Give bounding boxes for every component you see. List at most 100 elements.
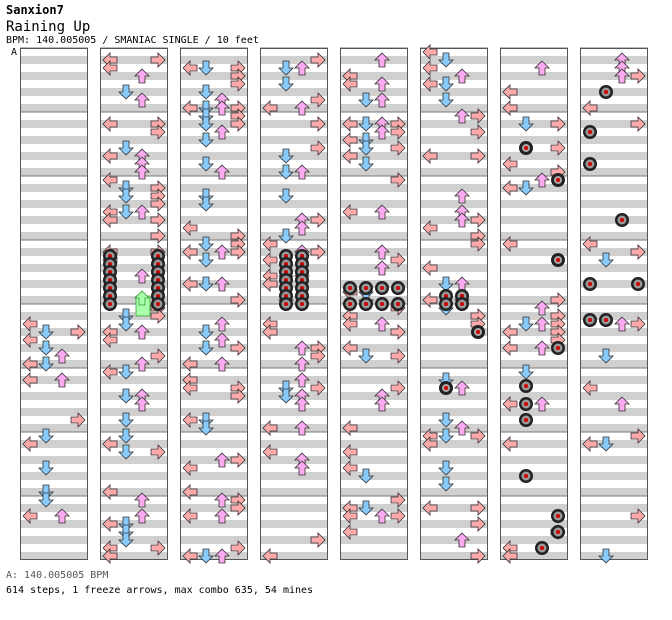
mine bbox=[551, 341, 565, 355]
beat-band bbox=[580, 248, 648, 256]
mine bbox=[375, 281, 389, 295]
arrow-down bbox=[358, 156, 374, 172]
mine bbox=[359, 297, 373, 311]
arrow-down bbox=[198, 236, 214, 252]
beat-band bbox=[180, 552, 248, 560]
arrow-down bbox=[198, 340, 214, 356]
beat-band bbox=[580, 184, 648, 192]
arrow-down bbox=[358, 468, 374, 484]
arrow-left bbox=[22, 372, 38, 388]
beat-band bbox=[260, 440, 328, 448]
mine bbox=[535, 541, 549, 555]
beat-band bbox=[260, 200, 328, 208]
arrow-down bbox=[38, 324, 54, 340]
beat-band bbox=[100, 536, 168, 544]
arrow-right bbox=[310, 348, 326, 364]
artist-name: Sanxion7 bbox=[6, 3, 64, 17]
beat-band bbox=[500, 360, 568, 368]
beat-band bbox=[340, 360, 408, 368]
beat-band bbox=[260, 488, 328, 496]
mine bbox=[519, 397, 533, 411]
arrow-down bbox=[438, 276, 454, 292]
beat-band bbox=[340, 184, 408, 192]
arrow-up bbox=[374, 52, 390, 68]
beat-band bbox=[420, 424, 488, 432]
mine bbox=[471, 325, 485, 339]
beat-band bbox=[580, 152, 648, 160]
beat-band bbox=[180, 488, 248, 496]
beat-band bbox=[500, 216, 568, 224]
beat-band bbox=[260, 280, 328, 288]
beat-band bbox=[100, 376, 168, 384]
arrow-right bbox=[470, 236, 486, 252]
mine bbox=[551, 509, 565, 523]
arrow-left bbox=[422, 148, 438, 164]
beat-band bbox=[420, 152, 488, 160]
arrow-right bbox=[310, 244, 326, 260]
arrow-down bbox=[518, 316, 534, 332]
beat-band bbox=[580, 216, 648, 224]
arrow-left bbox=[22, 316, 38, 332]
arrow-left bbox=[342, 420, 358, 436]
arrow-left bbox=[422, 44, 438, 60]
arrow-down bbox=[438, 428, 454, 444]
beat-band bbox=[580, 312, 648, 320]
arrow-left bbox=[22, 356, 38, 372]
arrow-up bbox=[534, 60, 550, 76]
arrow-down bbox=[118, 84, 134, 100]
beat-band bbox=[500, 248, 568, 256]
arrow-right bbox=[70, 412, 86, 428]
beat-band bbox=[100, 104, 168, 112]
arrow-down bbox=[118, 532, 134, 548]
beat-band bbox=[20, 280, 88, 288]
arrow-down bbox=[118, 388, 134, 404]
arrow-down bbox=[38, 356, 54, 372]
song-title: Raining Up bbox=[6, 19, 91, 35]
arrow-up bbox=[454, 108, 470, 124]
arrow-right bbox=[550, 140, 566, 156]
arrow-right bbox=[230, 244, 246, 260]
arrow-down bbox=[118, 428, 134, 444]
beat-band bbox=[340, 376, 408, 384]
arrow-down bbox=[118, 180, 134, 196]
beat-band bbox=[420, 104, 488, 112]
arrow-down bbox=[278, 60, 294, 76]
mine bbox=[583, 125, 597, 139]
arrow-down bbox=[198, 252, 214, 268]
beat-band bbox=[260, 424, 328, 432]
arrow-up bbox=[214, 508, 230, 524]
arrow-down bbox=[278, 380, 294, 396]
arrow-up bbox=[294, 396, 310, 412]
arrow-down bbox=[278, 76, 294, 92]
beat-band bbox=[20, 376, 88, 384]
beat-band bbox=[260, 72, 328, 80]
beat-band bbox=[340, 408, 408, 416]
beat-band bbox=[340, 488, 408, 496]
beat-band bbox=[180, 120, 248, 128]
arrow-left bbox=[102, 60, 118, 76]
arrow-down bbox=[278, 164, 294, 180]
beat-band bbox=[580, 264, 648, 272]
arrow-up bbox=[134, 492, 150, 508]
beat-band bbox=[420, 200, 488, 208]
mine bbox=[103, 297, 117, 311]
arrow-left bbox=[422, 60, 438, 76]
arrow-left bbox=[342, 340, 358, 356]
beat-band bbox=[420, 184, 488, 192]
arrow-down bbox=[358, 500, 374, 516]
beat-band bbox=[580, 200, 648, 208]
arrow-left bbox=[102, 364, 118, 380]
arrow-up bbox=[54, 372, 70, 388]
arrow-right bbox=[150, 124, 166, 140]
beat-band bbox=[260, 344, 328, 352]
beat-band bbox=[500, 536, 568, 544]
beat-band bbox=[340, 344, 408, 352]
beat-band bbox=[180, 440, 248, 448]
beat-band bbox=[420, 440, 488, 448]
mine bbox=[439, 381, 453, 395]
beat-band bbox=[180, 392, 248, 400]
beat-band bbox=[580, 376, 648, 384]
arrow-left bbox=[582, 100, 598, 116]
arrow-down bbox=[118, 204, 134, 220]
beat-band bbox=[20, 168, 88, 176]
